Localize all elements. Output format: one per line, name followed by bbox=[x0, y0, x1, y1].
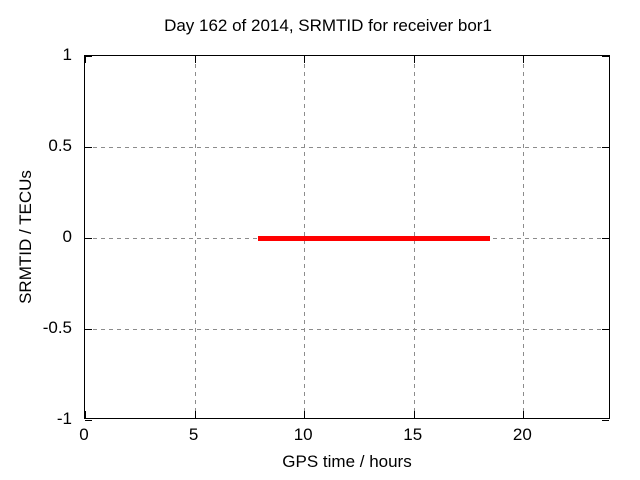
x-tick-label: 10 bbox=[293, 425, 313, 444]
y-tick-mark bbox=[602, 147, 609, 148]
y-tick-label: -1 bbox=[56, 409, 72, 428]
series-srmtid-line bbox=[258, 235, 491, 241]
x-tick-mark bbox=[85, 411, 86, 418]
y-tick-mark bbox=[602, 56, 609, 57]
gridline-horizontal bbox=[85, 329, 609, 330]
x-tick-label: 5 bbox=[188, 425, 199, 444]
x-tick-mark bbox=[304, 411, 306, 418]
x-tick-label: 0 bbox=[79, 425, 89, 444]
y-tick-mark bbox=[85, 329, 92, 330]
y-tick-mark bbox=[85, 147, 92, 148]
y-tick-mark bbox=[85, 56, 92, 57]
y-tick-mark bbox=[85, 238, 92, 239]
y-tick-mark bbox=[602, 238, 609, 239]
chart-title: Day 162 of 2014, SRMTID for receiver bor… bbox=[164, 16, 492, 35]
plot-area bbox=[84, 55, 610, 421]
gridline-vertical bbox=[523, 56, 525, 418]
x-tick-mark bbox=[413, 56, 415, 63]
y-tick-label: 0.5 bbox=[48, 136, 72, 155]
gridline-vertical bbox=[194, 56, 196, 418]
x-tick-mark bbox=[194, 411, 196, 418]
x-tick-mark bbox=[194, 56, 196, 63]
x-tick-mark bbox=[85, 56, 86, 63]
x-tick-label: 20 bbox=[512, 425, 532, 444]
x-tick-mark bbox=[304, 56, 306, 63]
x-tick-mark bbox=[523, 411, 525, 418]
x-tick-label: 15 bbox=[403, 425, 423, 444]
gridline-horizontal bbox=[85, 147, 609, 148]
y-tick-mark bbox=[85, 420, 92, 421]
y-tick-label: 1 bbox=[62, 45, 72, 64]
y-tick-mark bbox=[602, 329, 609, 330]
x-tick-mark bbox=[523, 56, 525, 63]
x-tick-mark bbox=[413, 411, 415, 418]
y-tick-label: -0.5 bbox=[42, 318, 72, 337]
y-tick-label: 0 bbox=[62, 227, 72, 246]
x-axis-label: GPS time / hours bbox=[282, 452, 412, 471]
y-tick-mark bbox=[602, 420, 609, 421]
